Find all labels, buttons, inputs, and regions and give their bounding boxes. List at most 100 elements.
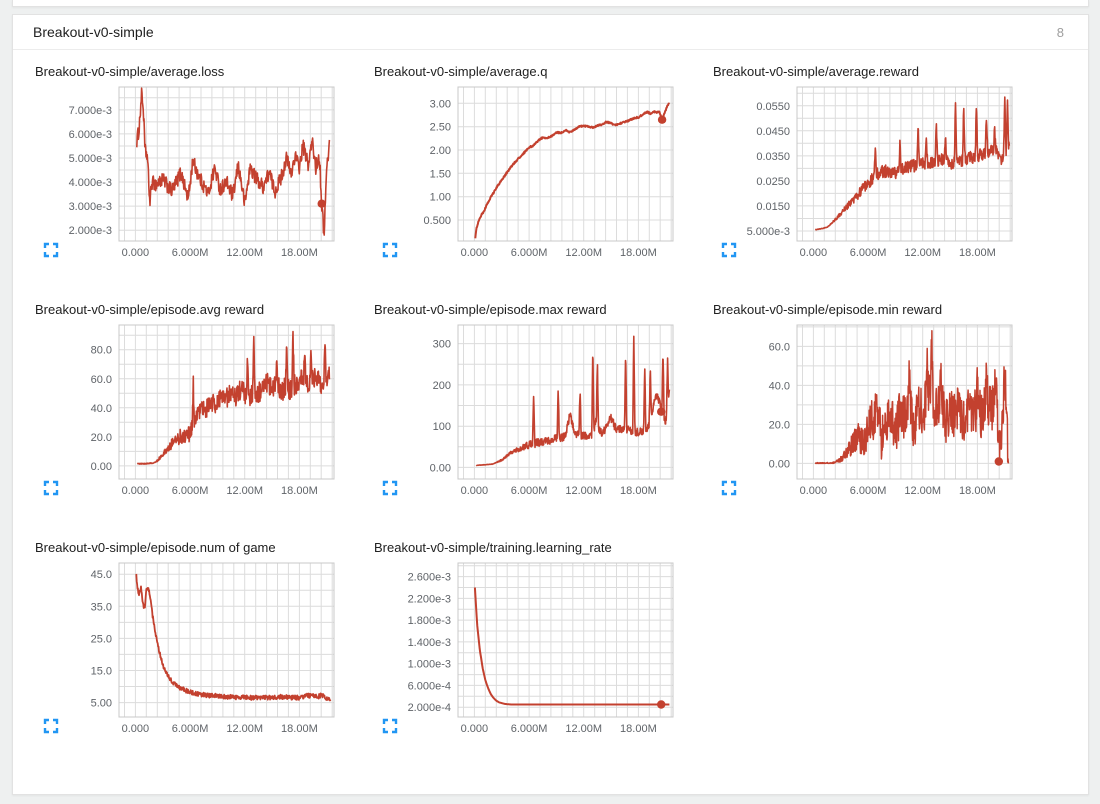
svg-text:0.000: 0.000: [800, 485, 828, 497]
svg-text:3.00: 3.00: [430, 98, 451, 110]
svg-text:25.0: 25.0: [91, 633, 112, 645]
svg-text:12.00M: 12.00M: [226, 723, 263, 735]
svg-text:18.00M: 18.00M: [620, 247, 657, 259]
svg-text:0.000: 0.000: [122, 485, 150, 497]
svg-text:12.00M: 12.00M: [904, 485, 941, 497]
svg-text:0.500: 0.500: [423, 215, 451, 227]
expand-icon: [721, 480, 737, 496]
svg-text:6.000e-4: 6.000e-4: [408, 680, 451, 692]
expand-chart-button[interactable]: [382, 242, 398, 258]
chart-plot[interactable]: 80.0 60.0 40.0 20.0 0.00 0.000 6.000M 12.00M 18.…: [35, 322, 367, 500]
svg-text:0.000: 0.000: [122, 247, 150, 259]
expand-chart-button[interactable]: [721, 242, 737, 258]
svg-text:12.00M: 12.00M: [904, 247, 941, 259]
chart-card-5: Breakout-v0-simple/episode.min reward 60.…: [713, 302, 1045, 500]
svg-text:18.00M: 18.00M: [620, 485, 657, 497]
svg-text:6.000M: 6.000M: [511, 485, 548, 497]
expand-icon: [43, 480, 59, 496]
svg-text:2.200e-3: 2.200e-3: [408, 593, 451, 605]
chart-title: Breakout-v0-simple/average.loss: [35, 64, 225, 79]
chart-title: Breakout-v0-simple/episode.num of game: [35, 540, 276, 555]
expand-chart-button[interactable]: [382, 718, 398, 734]
chart-card-3: Breakout-v0-simple/episode.avg reward 80.…: [35, 302, 367, 500]
previous-section-edge: [12, 0, 1089, 7]
chart-title: Breakout-v0-simple/training.learning_rat…: [374, 540, 612, 555]
chart-title: Breakout-v0-simple/episode.max reward: [374, 302, 607, 317]
svg-text:2.600e-3: 2.600e-3: [408, 572, 451, 584]
svg-text:18.00M: 18.00M: [620, 723, 657, 735]
svg-text:0.0350: 0.0350: [756, 151, 790, 163]
chart-plot[interactable]: 300 200 100 0.00 0.000 6.000M 12.00M 18.00M: [374, 322, 706, 500]
svg-text:0.000: 0.000: [122, 723, 150, 735]
chart-title: Breakout-v0-simple/average.q: [374, 64, 548, 79]
svg-text:0.0550: 0.0550: [756, 101, 790, 113]
svg-text:2.000e-4: 2.000e-4: [408, 702, 451, 714]
expand-icon: [43, 718, 59, 734]
svg-text:0.00: 0.00: [430, 462, 451, 474]
svg-text:1.00: 1.00: [430, 192, 451, 204]
svg-text:3.000e-3: 3.000e-3: [69, 201, 112, 213]
section-header[interactable]: Breakout-v0-simple 8: [13, 15, 1088, 50]
svg-text:35.0: 35.0: [91, 601, 112, 613]
svg-text:6.000M: 6.000M: [172, 723, 209, 735]
chart-plot[interactable]: 60.0 40.0 20.0 0.00 0.000 6.000M 12.00M 18.00M: [713, 322, 1045, 500]
svg-text:0.0450: 0.0450: [756, 126, 790, 138]
svg-text:40.0: 40.0: [769, 380, 790, 392]
svg-text:4.000e-3: 4.000e-3: [69, 177, 112, 189]
svg-text:6.000M: 6.000M: [850, 485, 887, 497]
svg-text:5.00: 5.00: [91, 698, 112, 710]
svg-text:18.00M: 18.00M: [959, 485, 996, 497]
svg-text:60.0: 60.0: [91, 374, 112, 386]
svg-text:80.0: 80.0: [91, 345, 112, 357]
svg-text:20.0: 20.0: [769, 419, 790, 431]
expand-icon: [721, 242, 737, 258]
svg-text:0.00: 0.00: [769, 458, 790, 470]
expand-chart-button[interactable]: [43, 480, 59, 496]
chart-plot[interactable]: 3.00 2.50 2.00 1.50 1.00 0.500 0.000 6.000M 12.0…: [374, 84, 706, 262]
svg-text:0.000: 0.000: [461, 485, 489, 497]
expand-icon: [382, 242, 398, 258]
svg-text:40.0: 40.0: [91, 403, 112, 415]
svg-text:60.0: 60.0: [769, 341, 790, 353]
svg-text:18.00M: 18.00M: [959, 247, 996, 259]
svg-text:6.000M: 6.000M: [511, 723, 548, 735]
svg-text:18.00M: 18.00M: [281, 723, 318, 735]
chart-title: Breakout-v0-simple/average.reward: [713, 64, 919, 79]
chart-plot[interactable]: 7.000e-3 6.000e-3 5.000e-3 4.000e-3 3.000e-3…: [35, 84, 367, 262]
run-section-card: Breakout-v0-simple 8 Breakout-v0-simple/…: [12, 14, 1089, 795]
svg-text:0.000: 0.000: [461, 723, 489, 735]
chart-title: Breakout-v0-simple/episode.min reward: [713, 302, 943, 317]
svg-text:12.00M: 12.00M: [226, 247, 263, 259]
expand-icon: [382, 480, 398, 496]
svg-text:300: 300: [433, 339, 451, 351]
chart-plot[interactable]: 0.0550 0.0450 0.0350 0.0250 0.0150 5.000e-3 0.…: [713, 84, 1045, 262]
expand-chart-button[interactable]: [43, 718, 59, 734]
chart-plot[interactable]: 2.600e-3 2.200e-3 1.800e-3 1.400e-3 1.000e-3…: [374, 560, 706, 738]
svg-text:18.00M: 18.00M: [281, 485, 318, 497]
chart-count-badge: 8: [1056, 24, 1064, 40]
svg-text:5.000e-3: 5.000e-3: [69, 153, 112, 165]
section-title: Breakout-v0-simple: [33, 24, 154, 40]
expand-chart-button[interactable]: [721, 480, 737, 496]
svg-text:6.000M: 6.000M: [172, 485, 209, 497]
svg-text:0.0250: 0.0250: [756, 176, 790, 188]
svg-text:200: 200: [433, 380, 451, 392]
expand-icon: [43, 242, 59, 258]
chart-title: Breakout-v0-simple/episode.avg reward: [35, 302, 265, 317]
svg-text:0.00: 0.00: [91, 461, 112, 473]
svg-text:6.000M: 6.000M: [850, 247, 887, 259]
chart-card-2: Breakout-v0-simple/average.reward 0.0550 0…: [713, 64, 1045, 262]
svg-text:1.400e-3: 1.400e-3: [408, 637, 451, 649]
chart-plot[interactable]: 45.0 35.0 25.0 15.0 5.00 0.000 6.000M 12.00M 18.…: [35, 560, 367, 738]
svg-text:2.50: 2.50: [430, 122, 451, 134]
svg-text:1.800e-3: 1.800e-3: [408, 615, 451, 627]
chart-card-0: Breakout-v0-simple/average.loss 7.000e-3 6…: [35, 64, 367, 262]
svg-text:0.000: 0.000: [461, 247, 489, 259]
svg-text:20.0: 20.0: [91, 432, 112, 444]
svg-text:100: 100: [433, 421, 451, 433]
expand-chart-button[interactable]: [382, 480, 398, 496]
svg-text:12.00M: 12.00M: [565, 485, 602, 497]
svg-text:5.000e-3: 5.000e-3: [747, 226, 790, 238]
expand-chart-button[interactable]: [43, 242, 59, 258]
svg-text:7.000e-3: 7.000e-3: [69, 105, 112, 117]
